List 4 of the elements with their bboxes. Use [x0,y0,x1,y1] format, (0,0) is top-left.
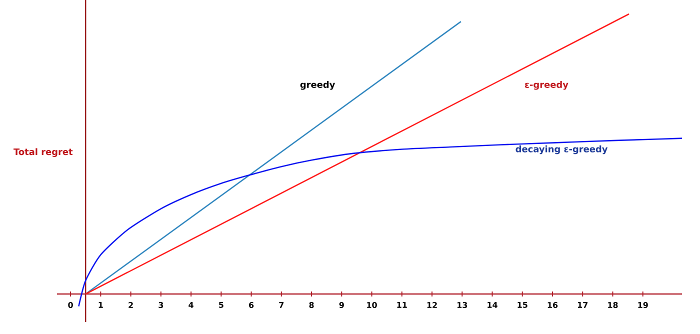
series-label: decaying ε-greedy [516,145,608,154]
y-axis-title: Total regret [14,148,73,157]
series-label: ε-greedy [524,81,568,90]
text: greedy [300,81,336,90]
